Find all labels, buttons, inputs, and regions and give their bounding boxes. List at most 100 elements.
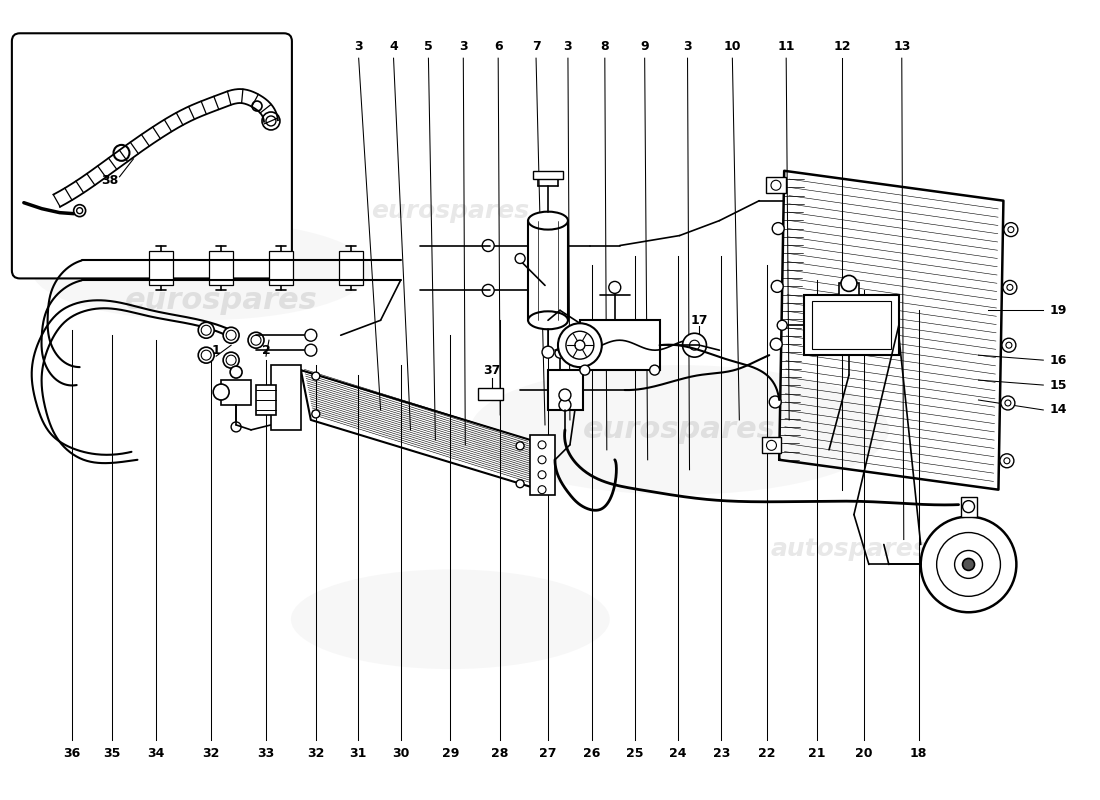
Text: eurospares: eurospares [124,286,318,315]
Text: 3: 3 [683,40,692,53]
Circle shape [227,330,236,340]
Text: 22: 22 [759,747,775,760]
Circle shape [842,275,857,291]
Ellipse shape [528,212,568,230]
Circle shape [251,335,261,345]
Circle shape [542,346,554,358]
Ellipse shape [290,570,609,669]
Bar [221,380,251,405]
Bar [270,250,293,286]
Circle shape [559,389,571,401]
Text: 16: 16 [1049,354,1067,366]
Text: 28: 28 [492,747,509,760]
Text: 36: 36 [63,747,80,760]
Text: autospares: autospares [770,538,927,562]
Text: eurospares: eurospares [372,198,529,222]
Text: 19: 19 [1049,304,1067,317]
Circle shape [198,322,214,338]
Circle shape [962,558,975,570]
Circle shape [771,180,781,190]
Bar [150,250,174,286]
Text: 21: 21 [808,747,826,760]
Text: 2: 2 [262,344,271,357]
Circle shape [74,205,86,217]
Bar [761,438,781,454]
Text: 25: 25 [626,747,644,760]
Ellipse shape [471,365,889,494]
Circle shape [305,344,317,356]
Circle shape [305,330,317,342]
Bar [339,250,363,286]
Text: 15: 15 [1049,378,1067,391]
Bar [256,385,276,415]
Circle shape [311,372,320,380]
Bar [530,435,556,494]
Circle shape [1004,222,1018,237]
Circle shape [1004,458,1010,464]
Text: 32: 32 [307,747,324,760]
Circle shape [249,332,264,348]
Circle shape [538,470,546,478]
Text: 7: 7 [531,40,540,53]
Circle shape [921,517,1016,612]
Text: 23: 23 [713,747,730,760]
Bar [528,221,568,320]
Circle shape [1001,396,1015,410]
Circle shape [201,326,211,335]
Text: 26: 26 [583,747,601,760]
Text: 1: 1 [212,344,220,357]
Circle shape [213,384,229,400]
Circle shape [538,456,546,464]
Text: 30: 30 [392,747,409,760]
Text: 29: 29 [442,747,459,760]
Circle shape [690,340,700,350]
Text: 11: 11 [778,40,795,53]
Text: 12: 12 [833,40,850,53]
Circle shape [201,350,211,360]
Bar [534,170,563,178]
Text: 3: 3 [563,40,572,53]
Circle shape [558,323,602,367]
Circle shape [311,410,320,418]
Circle shape [565,331,594,359]
Circle shape [1006,285,1013,290]
Text: 13: 13 [893,40,911,53]
Text: 38: 38 [101,174,118,187]
Circle shape [575,340,585,350]
Circle shape [227,355,236,365]
Bar [478,388,503,400]
Circle shape [769,396,781,408]
Circle shape [772,222,784,234]
Circle shape [538,486,546,494]
Circle shape [580,365,590,375]
Text: 24: 24 [669,747,686,760]
Circle shape [538,441,546,449]
Circle shape [262,112,279,130]
Circle shape [771,281,783,292]
Bar [271,365,301,430]
Ellipse shape [32,221,371,320]
Text: 6: 6 [494,40,503,53]
Bar [209,250,233,286]
Circle shape [223,352,239,368]
Circle shape [482,285,494,296]
Text: 17: 17 [691,314,708,326]
Circle shape [1003,281,1016,294]
FancyBboxPatch shape [12,34,292,278]
Text: 8: 8 [601,40,609,53]
Circle shape [1000,454,1014,468]
Text: 3: 3 [459,40,468,53]
Circle shape [266,116,276,126]
Circle shape [778,320,788,330]
Circle shape [223,327,239,343]
Circle shape [556,348,565,358]
Circle shape [1005,400,1011,406]
Bar [548,370,583,410]
Circle shape [770,338,782,350]
Text: 9: 9 [640,40,649,53]
Text: 32: 32 [202,747,220,760]
Text: 3: 3 [354,40,363,53]
Bar [960,497,977,517]
Circle shape [1002,338,1016,352]
Circle shape [1008,226,1014,233]
